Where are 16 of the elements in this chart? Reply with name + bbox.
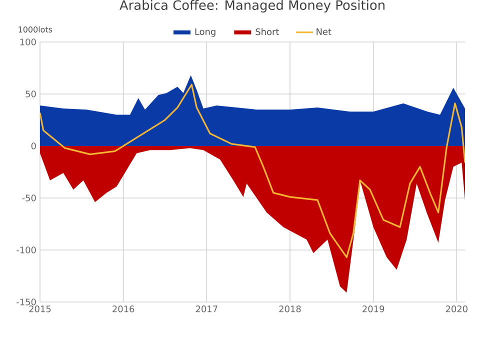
x-tick-label: 2018 [279, 306, 301, 312]
legend-label: Long [195, 28, 216, 37]
chart-title: Arabica Coffee: Managed Money Position [120, 0, 384, 12]
y-tick-label: 100 [20, 38, 36, 46]
y-tick-label: -150 [16, 298, 36, 306]
x-tick-label: 2019 [362, 306, 384, 312]
y-tick-label: -100 [16, 246, 36, 254]
x-tick-label: 2017 [196, 306, 218, 312]
x-tick-label: 2016 [112, 306, 134, 312]
x-tick-label: 2015 [29, 306, 51, 312]
y-tick-label: 0 [31, 142, 36, 150]
legend-label: Short [256, 28, 279, 36]
y-tick-label: 50 [26, 90, 36, 98]
legend-label: Net [316, 28, 332, 36]
y-tick-label: -50 [22, 194, 36, 202]
x-tick-label: 2020 [446, 306, 468, 312]
